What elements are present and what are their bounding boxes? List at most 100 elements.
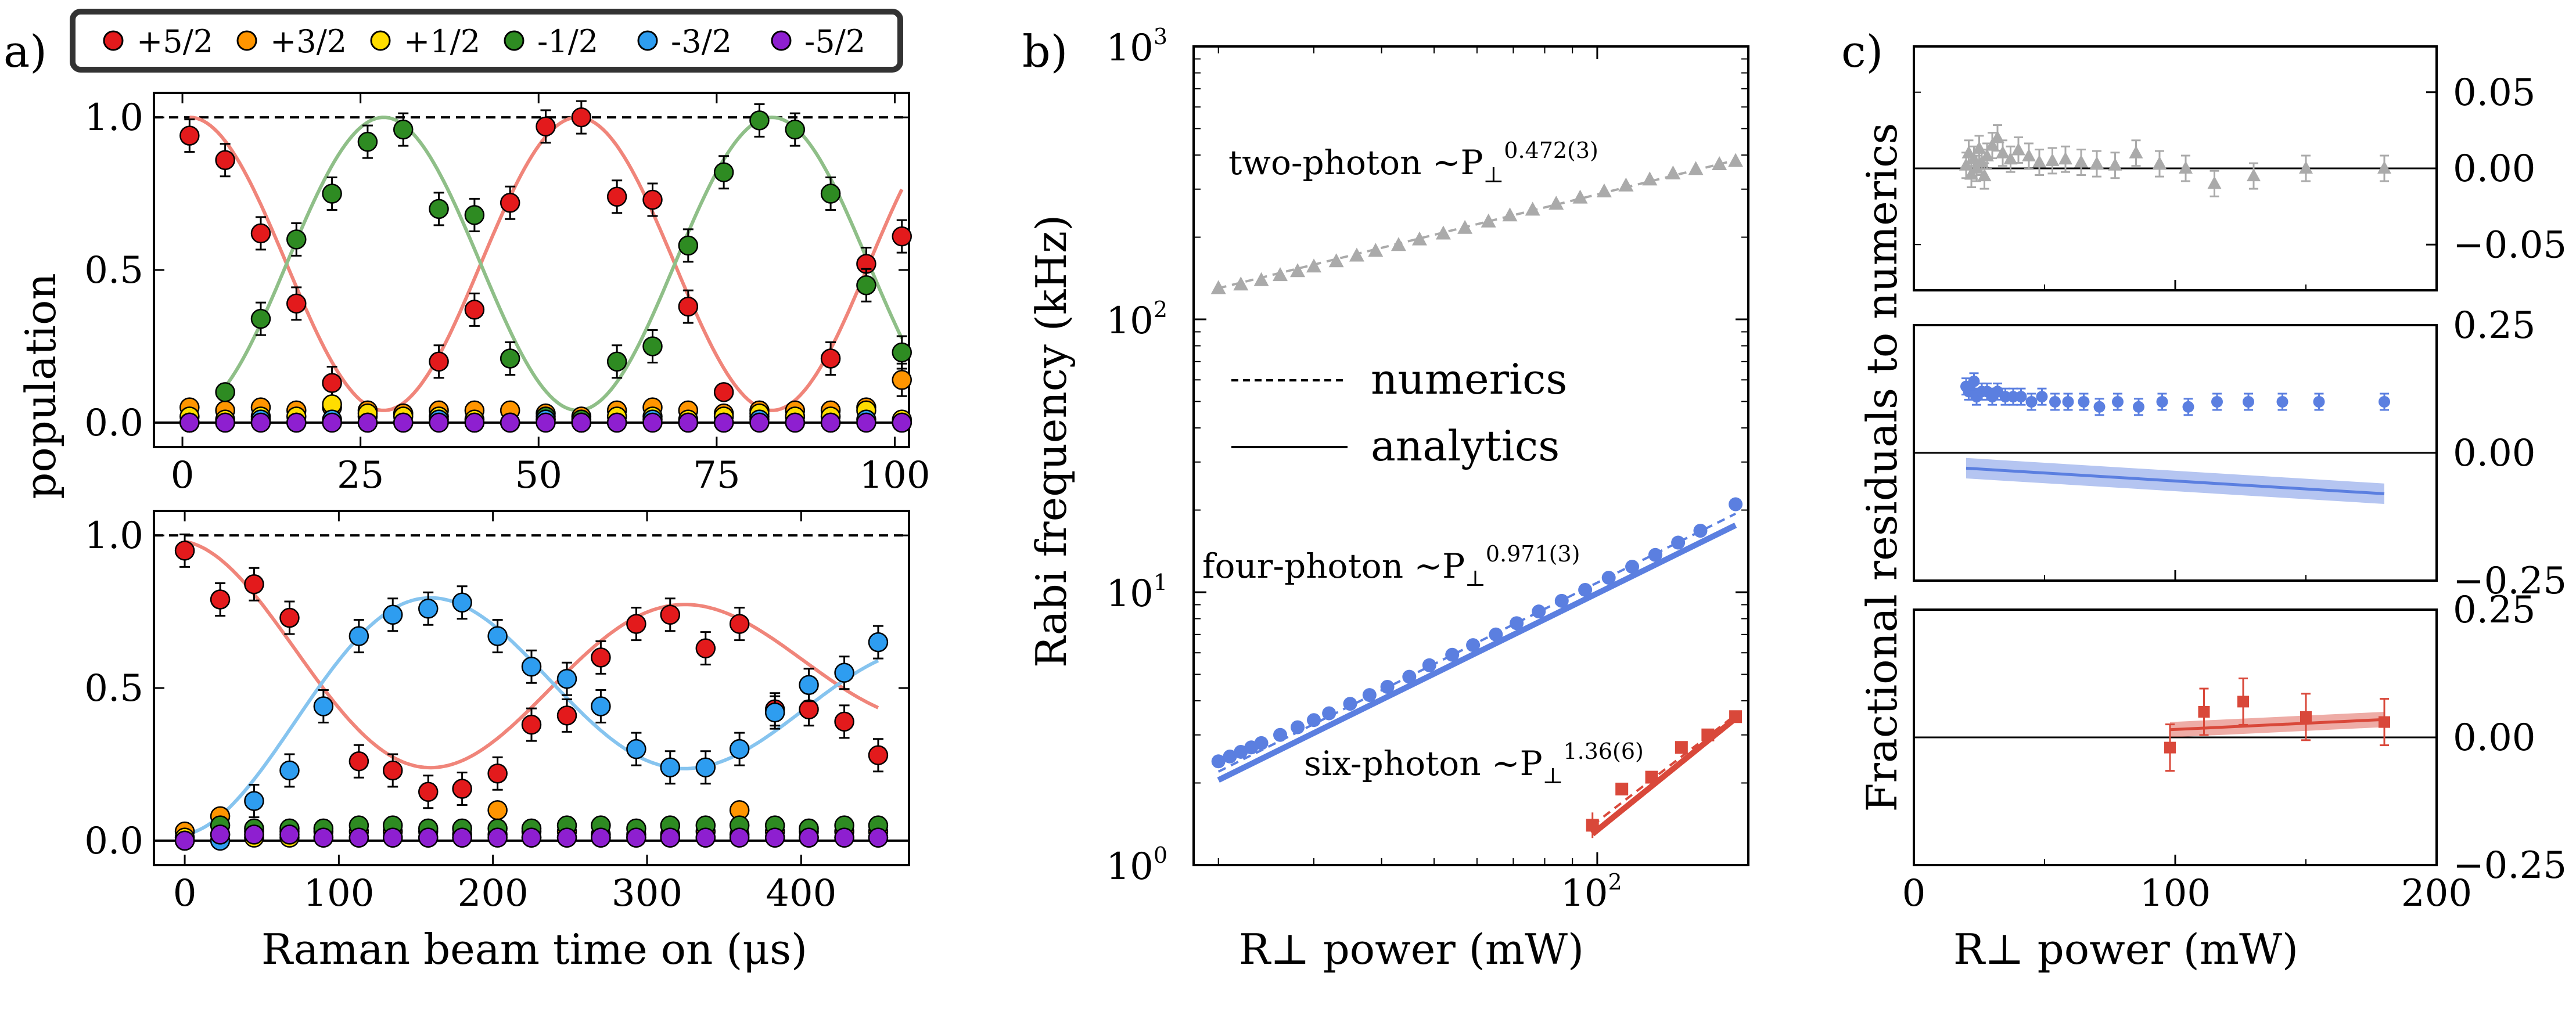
point-two-photon-7 — [1349, 247, 1364, 262]
point-two-photon-6 — [1328, 253, 1344, 268]
point-two-photon-17 — [2058, 152, 2072, 165]
point--5-2-18 — [820, 412, 841, 433]
ytick-label-0: 0.0 — [84, 402, 143, 445]
point-+5-2-10 — [521, 714, 542, 735]
xtick-label-3: 75 — [693, 454, 740, 497]
xtick-label-4: 100 — [859, 454, 930, 497]
anno-six-sup: 1.36(6) — [1563, 739, 1643, 764]
point-two-photon-15 — [2032, 154, 2046, 168]
point--3-2-6 — [382, 604, 403, 625]
point--5-2-8 — [464, 412, 485, 433]
point-two-photon-12 — [2003, 152, 2018, 165]
point-four-photon-15 — [1466, 638, 1481, 653]
point-four-photon-3 — [1968, 375, 1980, 387]
point-two-photon-13 — [1481, 213, 1496, 228]
point--3-2-3 — [279, 760, 300, 781]
point--5-2-5 — [349, 827, 369, 848]
point-two-photon-15 — [1525, 201, 1540, 216]
point--1-2-13 — [642, 336, 663, 356]
point-six-photon-4 — [1701, 728, 1715, 741]
ytick-label-2: 1.0 — [84, 514, 143, 557]
point--1-2-15 — [713, 162, 734, 182]
point-four-photon-24 — [2276, 396, 2288, 408]
point-four-photon-18 — [2112, 396, 2124, 408]
point-four-photon-20 — [1578, 582, 1593, 597]
anno-two-text: two-photon ~P — [1228, 143, 1483, 182]
point--5-2-8 — [452, 827, 472, 848]
point-four-photon-2 — [1234, 744, 1248, 759]
point--3-2-15 — [695, 757, 716, 777]
point-six-photon-3 — [2300, 711, 2312, 723]
point-four-photon-0 — [1211, 754, 1226, 769]
panel-label-c: c) — [1841, 26, 1883, 77]
point--5-2-16 — [749, 412, 770, 433]
ytick-base-3: 10 — [1106, 27, 1153, 70]
point-four-photon-12 — [1402, 669, 1417, 684]
point-two-photon-7 — [1977, 168, 1992, 182]
point--1-2-18 — [820, 183, 841, 204]
point-six-photon-2 — [2237, 696, 2249, 708]
point-+5-2-10 — [536, 116, 556, 137]
point--5-2-19 — [856, 412, 876, 433]
ytick-label-2: 0.25 — [2453, 304, 2536, 347]
point-six-photon-0 — [1586, 819, 1599, 832]
point-two-photon-18 — [2074, 154, 2088, 168]
anno-two-photon: two-photon ~P⊥0.472(3) — [1228, 138, 1598, 188]
legend-label-3: -1/2 — [537, 23, 598, 60]
point--5-2-17 — [785, 412, 806, 433]
point--5-2-20 — [892, 412, 912, 433]
point-four-photon-4 — [1254, 736, 1269, 750]
c-xlabel: R⊥ power (mW) — [1953, 925, 2298, 974]
ytick-label-1: 0.5 — [84, 249, 143, 292]
point--5-2-15 — [695, 827, 716, 848]
point-four-photon-18 — [1532, 604, 1546, 619]
point-four-photon-26 — [2379, 396, 2390, 408]
anno-four-photon: four-photon ~P⊥0.971(3) — [1202, 541, 1580, 591]
point--5-2-12 — [591, 827, 611, 848]
point--1-2-2 — [250, 308, 271, 329]
point-+5-2-19 — [834, 711, 854, 732]
legend-b: numerics analytics — [1231, 355, 1567, 470]
point--5-2-9 — [487, 827, 508, 848]
ytick-label-2: 0.05 — [2453, 71, 2536, 114]
legend-analytics-label: analytics — [1371, 422, 1560, 470]
point--5-2-1 — [210, 824, 231, 845]
point--3-2-11 — [556, 668, 577, 689]
point--5-2-11 — [556, 827, 577, 848]
point-+5-2-11 — [571, 107, 592, 128]
panel-label-b: b) — [1022, 26, 1068, 77]
point-+5-2-14 — [660, 604, 681, 625]
ytick-base-0: 10 — [1106, 845, 1153, 888]
a-ylabel: population — [16, 273, 65, 499]
point-+5-2-5 — [349, 751, 369, 772]
point-+5-2-15 — [695, 638, 716, 658]
point-two-photon-19 — [2090, 156, 2104, 170]
point-+3-2-20 — [892, 370, 912, 390]
point-two-photon-13 — [2011, 142, 2025, 156]
xtick-label-1: 100 — [2140, 872, 2211, 915]
ytick-label-0: 0.0 — [84, 820, 143, 863]
chart-c-top: −0.05 0.00 0.05 — [1913, 45, 2567, 291]
point-+5-2-12 — [606, 186, 627, 207]
point-six-photon-0 — [2164, 741, 2176, 754]
point-+5-2-3 — [279, 607, 300, 628]
point--1-2-14 — [678, 235, 699, 256]
analytic-line — [1966, 466, 2385, 495]
ytick-label-0: −0.25 — [2453, 844, 2567, 887]
analytic-line — [2169, 718, 2385, 732]
point-+5-2-8 — [452, 779, 472, 799]
point--5-2-4 — [313, 827, 334, 848]
point-two-photon-0 — [1210, 280, 1226, 294]
point-six-photon-3 — [1675, 741, 1688, 754]
fit-curve-1 — [217, 116, 904, 412]
point--5-2-9 — [500, 412, 520, 433]
point--3-2-7 — [418, 599, 439, 619]
fit-line-2 — [1217, 523, 1737, 783]
point-four-photon-14 — [1445, 647, 1460, 662]
point-four-photon-26 — [1729, 497, 1743, 512]
chart-c-bottom: 0 100 200−0.25 0.00 0.25 — [1902, 589, 2567, 915]
xtick-label-2: 200 — [458, 872, 529, 915]
point--3-2-4 — [313, 696, 334, 716]
